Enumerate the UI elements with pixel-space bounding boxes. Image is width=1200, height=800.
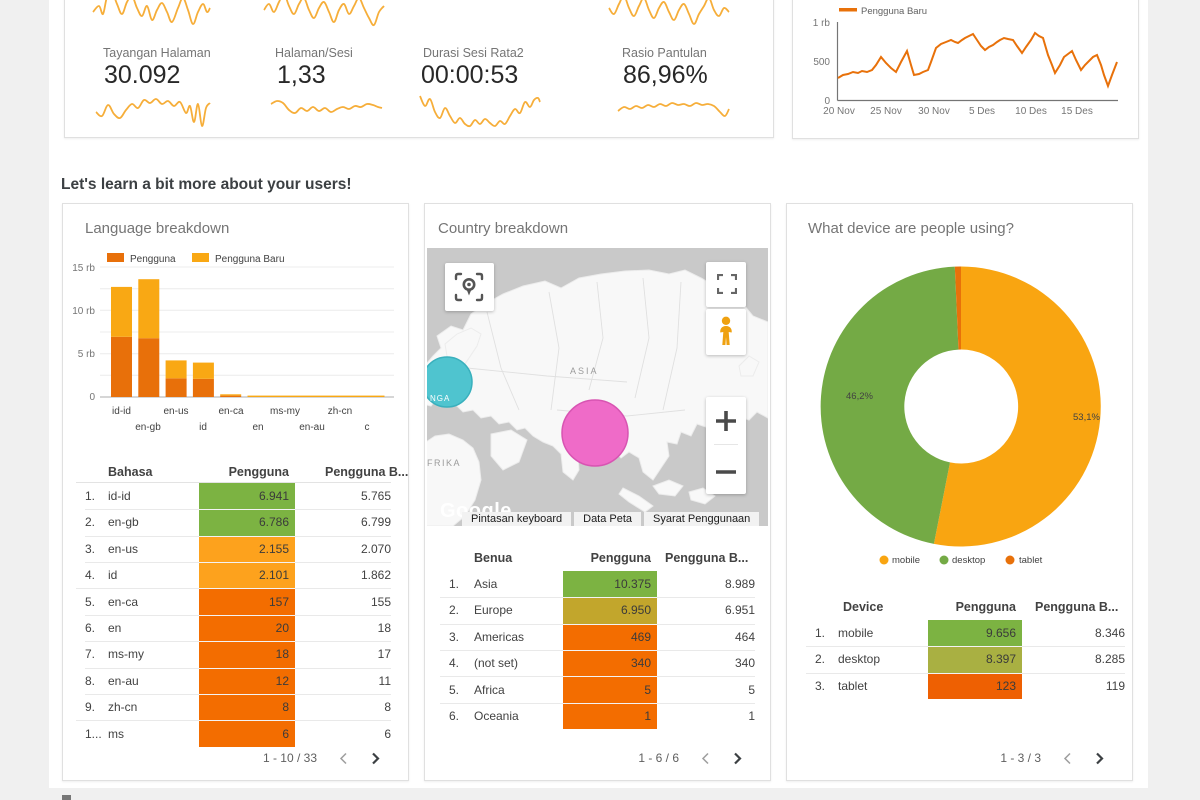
svg-text:c: c — [365, 422, 370, 433]
svg-text:en-au: en-au — [299, 422, 325, 433]
svg-text:20 Nov: 20 Nov — [823, 106, 855, 117]
svg-text:15 Des: 15 Des — [1061, 106, 1093, 117]
svg-text:10 rb: 10 rb — [72, 306, 95, 317]
svg-text:30 Nov: 30 Nov — [918, 106, 950, 117]
svg-text:id-id: id-id — [112, 406, 131, 417]
svg-text:en-gb: en-gb — [135, 422, 161, 433]
svg-text:10 Des: 10 Des — [1015, 106, 1047, 117]
svg-text:5 rb: 5 rb — [78, 349, 96, 360]
svg-text:53,1%: 53,1% — [1073, 412, 1100, 423]
svg-text:0: 0 — [89, 392, 95, 403]
svg-text:25 Nov: 25 Nov — [870, 106, 902, 117]
svg-text:ms-my: ms-my — [270, 406, 300, 417]
svg-text:FRIKA: FRIKA — [427, 458, 461, 468]
svg-text:46,2%: 46,2% — [846, 391, 873, 402]
svg-text:en-ca: en-ca — [218, 406, 243, 417]
svg-text:desktop: desktop — [952, 555, 985, 566]
svg-text:15 rb: 15 rb — [72, 263, 95, 274]
svg-text:en: en — [252, 422, 263, 433]
svg-text:NGA: NGA — [430, 394, 450, 403]
svg-text:en-us: en-us — [163, 406, 188, 417]
svg-text:id: id — [199, 422, 207, 433]
svg-text:mobile: mobile — [892, 555, 920, 566]
svg-text:Pengguna Baru: Pengguna Baru — [861, 6, 927, 17]
svg-text:Pengguna: Pengguna — [130, 254, 176, 265]
svg-text:0: 0 — [824, 96, 830, 107]
svg-text:5 Des: 5 Des — [969, 106, 995, 117]
svg-text:1 rb: 1 rb — [813, 18, 831, 29]
svg-text:zh-cn: zh-cn — [328, 406, 352, 417]
svg-text:ASIA: ASIA — [570, 366, 599, 376]
svg-text:tablet: tablet — [1019, 555, 1043, 566]
svg-text:500: 500 — [813, 57, 830, 68]
svg-text:Pengguna Baru: Pengguna Baru — [215, 254, 285, 265]
